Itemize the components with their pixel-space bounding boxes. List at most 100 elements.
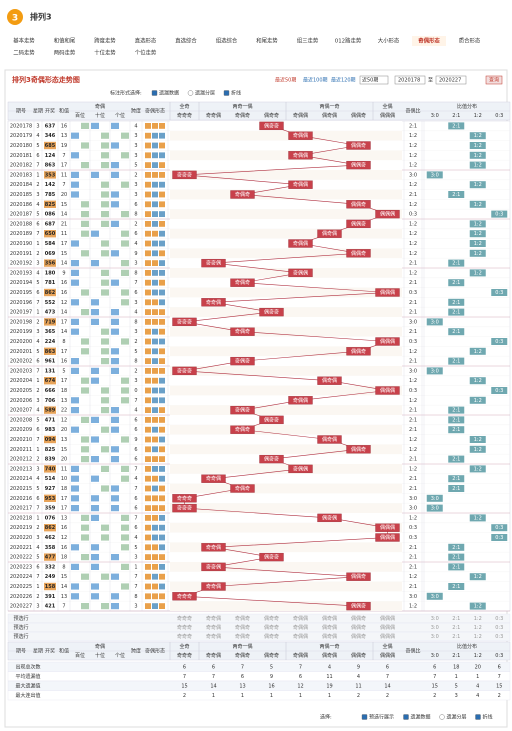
preselect-option[interactable]: 1:2: [474, 634, 482, 640]
option-box[interactable]: [187, 90, 194, 96]
nav-tab[interactable]: 基本走势: [13, 37, 35, 45]
preselect-option[interactable]: 3:0: [431, 634, 439, 640]
nav-tab[interactable]: 大小形态: [378, 37, 400, 45]
pattern-band: [170, 150, 402, 161]
preselect-option[interactable]: 奇偶奇: [235, 624, 250, 631]
span: 6: [134, 290, 137, 296]
weekday: 5: [36, 555, 39, 561]
preselect-option[interactable]: 奇奇偶: [206, 615, 221, 622]
span: 4: [134, 241, 137, 247]
shape-block: [145, 328, 151, 335]
preselect-option[interactable]: 奇偶偶: [293, 633, 308, 640]
parity-cell: [71, 465, 79, 472]
preselect-option[interactable]: 0:3: [495, 616, 503, 622]
option-box[interactable]: [439, 714, 445, 720]
weekday: 3: [36, 466, 39, 472]
to-box[interactable]: [435, 75, 467, 85]
preselect-option[interactable]: 奇奇偶: [206, 633, 221, 640]
quick-range[interactable]: 最近120期: [331, 77, 356, 84]
option-box[interactable]: [223, 90, 230, 96]
pattern-label: 奇偶偶: [293, 152, 308, 159]
nav-tab[interactable]: 直选综合: [175, 37, 197, 45]
nav-tab[interactable]: 直选形态: [135, 37, 157, 45]
dist-mark: [469, 602, 486, 610]
preselect-option[interactable]: 奇奇奇: [177, 615, 192, 622]
preselect-option[interactable]: 3:0: [431, 616, 439, 622]
preselect-option[interactable]: 偶奇偶: [322, 633, 337, 640]
preselect-option[interactable]: 偶奇偶: [322, 615, 337, 622]
preselect-option[interactable]: 1:2: [474, 616, 482, 622]
pattern-band: [170, 160, 402, 170]
pattern-mark: [172, 592, 197, 601]
sum: 12: [61, 535, 67, 541]
nav-tab[interactable]: 和值和尾: [54, 37, 76, 45]
preselect-option[interactable]: 奇偶奇: [235, 633, 250, 640]
dist-mark: [469, 377, 486, 385]
parity-cell: [71, 181, 79, 188]
stats-label: 最大遗漏值: [15, 682, 40, 689]
ratio: 0:3: [409, 525, 417, 531]
preselect-option[interactable]: 偶偶奇: [351, 615, 366, 622]
nav-tab[interactable]: 奇偶形态: [418, 37, 440, 45]
nav-tab[interactable]: 二码走势: [13, 49, 35, 57]
preselect-option[interactable]: 奇奇奇: [177, 633, 192, 640]
preselect-option[interactable]: 2:1: [452, 616, 460, 622]
from-box[interactable]: [394, 75, 426, 85]
nav-tab[interactable]: 个位走势: [135, 49, 157, 57]
preselect-option[interactable]: 偶奇偶: [322, 624, 337, 631]
preselect-option[interactable]: 0:3: [495, 634, 503, 640]
preselect-option[interactable]: 偶偶偶: [380, 615, 395, 622]
nav-tab[interactable]: 两码走势: [54, 49, 76, 57]
draw-number: 863: [45, 163, 56, 169]
preselect-option[interactable]: 2:1: [452, 625, 460, 631]
preselect-option[interactable]: 偶奇奇: [264, 615, 279, 622]
quick-range[interactable]: 最近100期: [303, 77, 328, 84]
ratio: 1:2: [409, 133, 417, 139]
preselect-option[interactable]: 偶偶偶: [380, 633, 395, 640]
preselect-option[interactable]: 2:1: [452, 634, 460, 640]
preselect-option[interactable]: 1:2: [474, 625, 482, 631]
preselect-option[interactable]: 奇偶奇: [235, 615, 250, 622]
shape-block: [145, 544, 151, 551]
parity-cell: [121, 475, 129, 482]
shape-block: [145, 426, 151, 433]
option-box[interactable]: [403, 714, 409, 720]
draw-number: 359: [45, 506, 56, 512]
parity-cell: [101, 397, 109, 404]
preselect-option[interactable]: 偶偶奇: [351, 633, 366, 640]
parity-cell: [81, 534, 89, 541]
option-box[interactable]: [475, 714, 481, 720]
nav-tab[interactable]: 组选综合: [216, 37, 238, 45]
preselect-option[interactable]: 奇奇奇: [177, 624, 192, 631]
nav-tab[interactable]: 012路走势: [335, 37, 362, 45]
preselect-option[interactable]: 3:0: [431, 625, 439, 631]
preselect-option[interactable]: 奇偶偶: [293, 624, 308, 631]
nav-tab[interactable]: 十位走势: [94, 49, 116, 57]
select-box[interactable]: [359, 75, 389, 85]
pattern-label: 奇偶偶: [293, 397, 308, 404]
preselect-option[interactable]: 奇奇偶: [206, 624, 221, 631]
preselect-option[interactable]: 奇偶偶: [293, 615, 308, 622]
parity-cell: [101, 269, 109, 276]
query-btn[interactable]: [485, 75, 503, 85]
dist-label: 1:2: [474, 202, 482, 208]
nav-tab[interactable]: 质合形态: [459, 37, 481, 45]
preselect-option[interactable]: 偶偶偶: [380, 624, 395, 631]
pattern-mark: [346, 249, 371, 258]
nav-tab[interactable]: 组三走势: [297, 37, 319, 45]
preselect-option[interactable]: 0:3: [495, 625, 503, 631]
preselect-option[interactable]: 偶奇奇: [264, 624, 279, 631]
quick-range[interactable]: 最近50期: [275, 77, 296, 84]
option-box[interactable]: [151, 90, 158, 96]
preselect-option[interactable]: 偶奇奇: [264, 633, 279, 640]
nav-tab[interactable]: 和尾走势: [256, 37, 278, 45]
period: 2020196: [10, 300, 32, 306]
ratio: 2:1: [409, 584, 417, 590]
shape-block: [152, 181, 158, 188]
nav-tab[interactable]: 跨度走势: [94, 37, 116, 45]
shape-block: [145, 201, 151, 208]
sum: 12: [61, 417, 67, 423]
parity-cell: [81, 387, 89, 394]
option-box[interactable]: [361, 714, 368, 720]
preselect-option[interactable]: 偶偶奇: [351, 624, 366, 631]
